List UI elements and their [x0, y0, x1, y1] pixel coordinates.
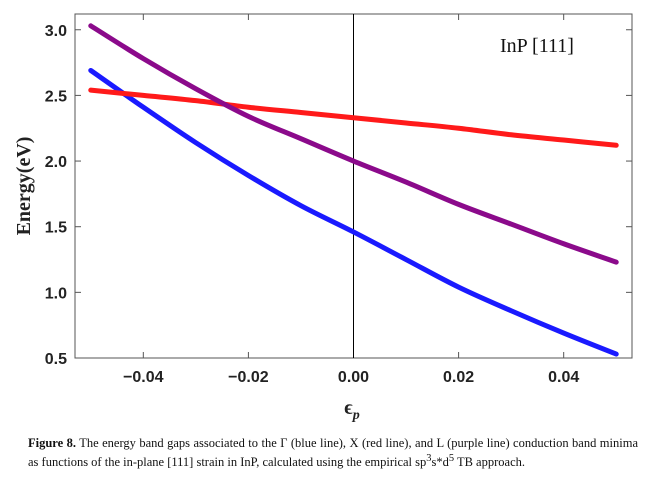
y-tick-label: 1.0 — [45, 285, 67, 302]
caption-text-2: s*d — [431, 455, 449, 470]
caption-text-3: TB approach. — [454, 455, 525, 470]
axis-ticks — [75, 14, 632, 359]
y-tick-label: 2.5 — [45, 88, 67, 105]
y-tick-label: 1.5 — [45, 220, 67, 237]
y-tick-label: 3.0 — [45, 23, 67, 40]
caption-text-1: The energy band gaps associated to the Γ… — [28, 436, 638, 470]
x-axis-title-main: ϵ — [344, 397, 353, 419]
y-tick-label: 0.5 — [45, 351, 67, 368]
y-tick-labels: 0.5 1.0 1.5 2.0 2.5 3.0 — [45, 23, 67, 368]
series-line-X — [88, 87, 619, 148]
y-axis-title: Energy(eV) — [13, 137, 35, 236]
caption-label: Figure 8. — [28, 436, 77, 450]
series-group — [88, 23, 619, 357]
x-tick-label: −0.04 — [123, 369, 164, 386]
x-tick-labels: −0.04 −0.02 0.00 0.02 0.04 — [123, 369, 579, 386]
x-axis-title-sub: p — [352, 408, 360, 423]
series-line-L — [88, 23, 619, 265]
x-tick-label: 0.02 — [443, 369, 474, 386]
series-line-Γ — [88, 67, 619, 357]
caption-sup-1: 3 — [426, 453, 432, 464]
x-tick-label: −0.02 — [228, 369, 269, 386]
y-tick-label: 2.0 — [45, 154, 67, 171]
chart-annotation: InP [111] — [500, 35, 574, 57]
x-axis-title: ϵp — [344, 397, 359, 423]
caption-sup-2: 5 — [448, 453, 455, 464]
x-tick-label: 0.04 — [548, 369, 579, 386]
x-tick-label: 0.00 — [338, 369, 369, 386]
figure-caption: Figure 8. The energy band gaps associate… — [28, 436, 638, 470]
chart: −0.04 −0.02 0.00 0.02 0.04 0.5 1.0 1.5 2.0 2.5 3.… — [13, 13, 633, 423]
